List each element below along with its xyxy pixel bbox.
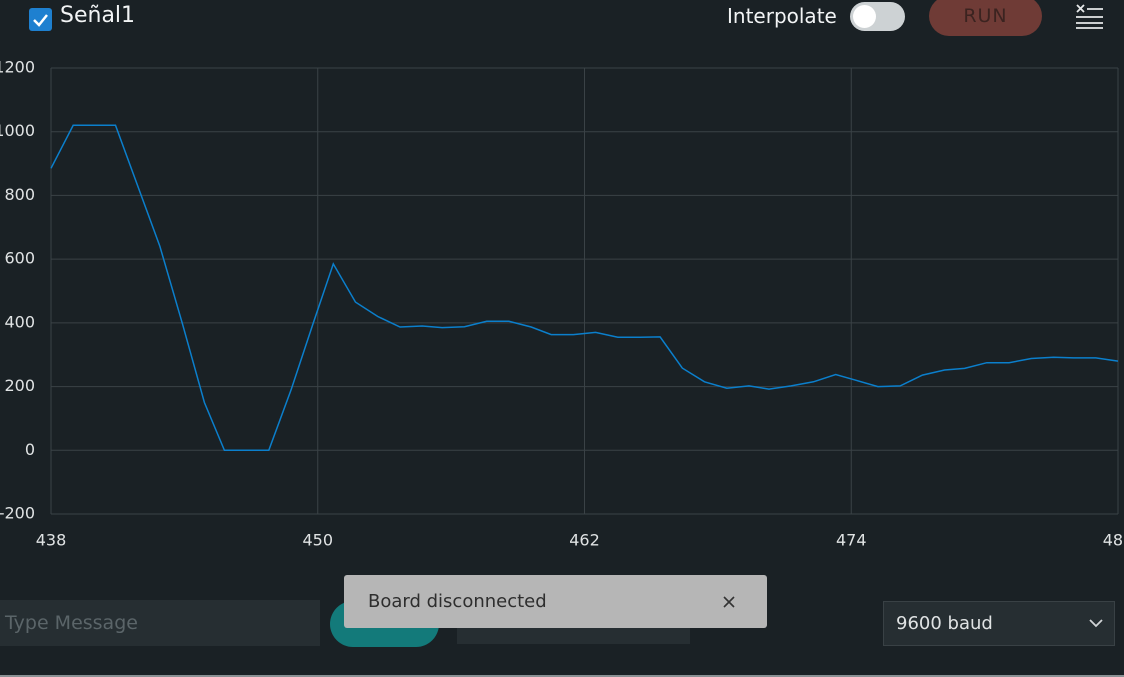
y-tick-label: 200 bbox=[4, 376, 35, 395]
clear-menu-icon[interactable] bbox=[1074, 2, 1106, 30]
bottom-border bbox=[0, 675, 1124, 677]
x-tick-label: 450 bbox=[302, 531, 333, 550]
baud-value: 9600 baud bbox=[896, 613, 993, 634]
interpolate-toggle[interactable] bbox=[850, 2, 905, 31]
series-line bbox=[50, 124, 1119, 452]
x-tick-label: 474 bbox=[836, 531, 867, 550]
y-tick-label: 600 bbox=[4, 249, 35, 268]
check-icon bbox=[33, 14, 48, 27]
interpolate-label: Interpolate bbox=[727, 4, 837, 28]
series-checkbox[interactable] bbox=[29, 8, 52, 31]
legend-label: Señal1 bbox=[60, 3, 136, 28]
x-tick-label: 462 bbox=[569, 531, 600, 550]
y-tick-label: 0 bbox=[25, 440, 35, 459]
y-tick-label: 800 bbox=[4, 185, 35, 204]
toast-message: Board disconnected bbox=[368, 591, 547, 612]
y-tick-label: -200 bbox=[0, 504, 35, 523]
toggle-knob bbox=[853, 5, 876, 28]
y-tick-label: 400 bbox=[4, 312, 35, 331]
chevron bbox=[1089, 619, 1103, 628]
x-tick-label: 486 bbox=[1103, 531, 1124, 550]
y-tick-label: 1000 bbox=[0, 121, 35, 140]
y-tick-label: 1200 bbox=[0, 58, 35, 77]
message-placeholder: Type Message bbox=[5, 612, 138, 634]
x-tick-label: 438 bbox=[36, 531, 67, 550]
baud-select[interactable]: 9600 baud bbox=[883, 601, 1115, 646]
chart: -200 0 200 400 600 800 1000 1200 438 450 462 474 486 bbox=[0, 58, 1124, 550]
toast-close[interactable] bbox=[722, 595, 736, 609]
toast: Board disconnected bbox=[344, 575, 767, 628]
message-input[interactable]: Type Message bbox=[0, 600, 320, 646]
run-button[interactable]: RUN bbox=[929, 0, 1042, 36]
